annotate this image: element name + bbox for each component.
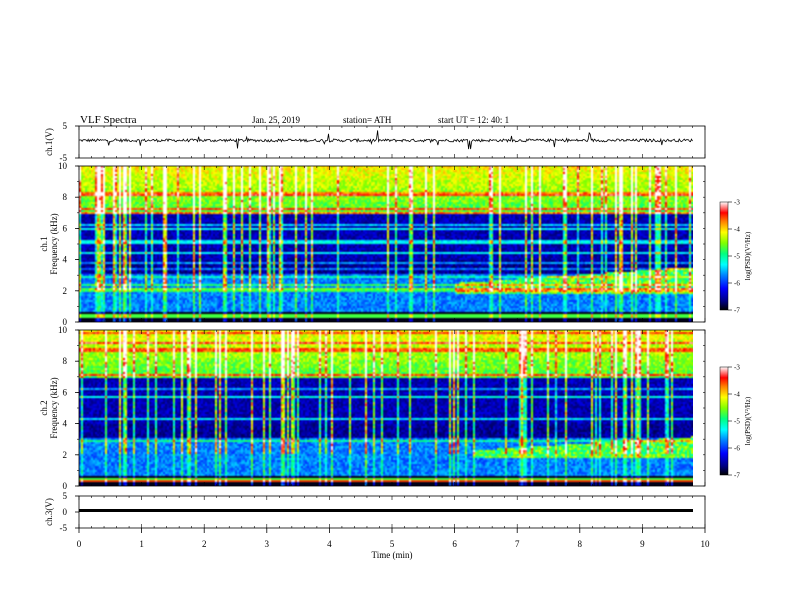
x-tick-label: 10: [701, 539, 711, 549]
figure-title: VLF Spectra: [80, 114, 137, 126]
colorbar-tick-label: -6: [734, 445, 740, 453]
colorbar-tick-label: -4: [734, 226, 740, 234]
x-tick-label: 6: [452, 539, 457, 549]
y-tick-label: 6: [63, 223, 68, 233]
x-axis-label: Time (min): [372, 550, 413, 560]
colorbar-tick-label: -3: [734, 364, 740, 372]
x-tick-label: 0: [77, 539, 82, 549]
colorbar-tick-label: -7: [734, 307, 740, 315]
ch3-waveform-line: [79, 509, 693, 512]
y-tick-label: 2: [63, 450, 68, 460]
colorbar-label: log(PSD)(V²/Hz): [744, 231, 752, 280]
colorbar-label: log(PSD)(V²/Hz): [744, 396, 752, 445]
y-tick-label: 0: [63, 481, 68, 491]
y-axis-label: ch.1: [39, 236, 49, 251]
x-tick-label: 7: [515, 539, 520, 549]
colorbar-tick-label: -5: [734, 418, 740, 426]
y-axis-label: ch.2: [39, 400, 49, 415]
x-tick-label: 5: [390, 539, 395, 549]
colorbar-tick-label: -7: [734, 472, 740, 480]
colorbar-tick-label: -6: [734, 280, 740, 288]
colorbar-tick-label: -5: [734, 253, 740, 261]
x-tick-label: 1: [139, 539, 144, 549]
x-tick-label: 8: [578, 539, 583, 549]
colorbar-tick-label: -4: [734, 391, 740, 399]
y-tick-label: 4: [63, 419, 68, 429]
panel-frame: [78, 125, 706, 159]
x-tick-label: 4: [327, 539, 332, 549]
x-tick-label: 3: [265, 539, 270, 549]
y-tick-label: 0: [63, 507, 68, 517]
ch2-colorbar: [719, 366, 729, 476]
y-axis-label: Frequency (kHz): [49, 213, 59, 274]
colorbar-tick-label: -3: [734, 199, 740, 207]
y-tick-label: 0: [63, 317, 68, 327]
y-tick-label: 2: [63, 286, 68, 296]
y-axis-label: Frequency (kHz): [49, 377, 59, 438]
y-tick-label: 5: [63, 491, 68, 501]
station-label: station= ATH: [343, 115, 392, 125]
y-tick-label: 5: [63, 121, 68, 131]
y-tick-label: -5: [60, 523, 68, 533]
y-tick-label: 8: [63, 192, 68, 202]
y-tick-label: 10: [58, 161, 68, 171]
y-axis-label: ch.1(V): [44, 128, 54, 156]
y-tick-label: 10: [58, 325, 68, 335]
ch2-spectrogram-image: [79, 330, 693, 486]
y-tick-label: 8: [63, 356, 68, 366]
start-time-label: start UT = 12: 40: 1: [438, 115, 509, 125]
y-tick-label: 6: [63, 387, 68, 397]
ch1-waveform-line: [79, 130, 693, 150]
y-axis-label: ch.3(V): [44, 498, 54, 526]
y-tick-label: 4: [63, 255, 68, 265]
ch1-colorbar: [719, 201, 729, 311]
date-label: Jan. 25, 2019: [252, 115, 300, 125]
ch1-spectrogram-image: [79, 166, 693, 322]
x-tick-label: 9: [640, 539, 645, 549]
x-tick-label: 2: [202, 539, 207, 549]
y-tick-label: -5: [60, 153, 68, 163]
